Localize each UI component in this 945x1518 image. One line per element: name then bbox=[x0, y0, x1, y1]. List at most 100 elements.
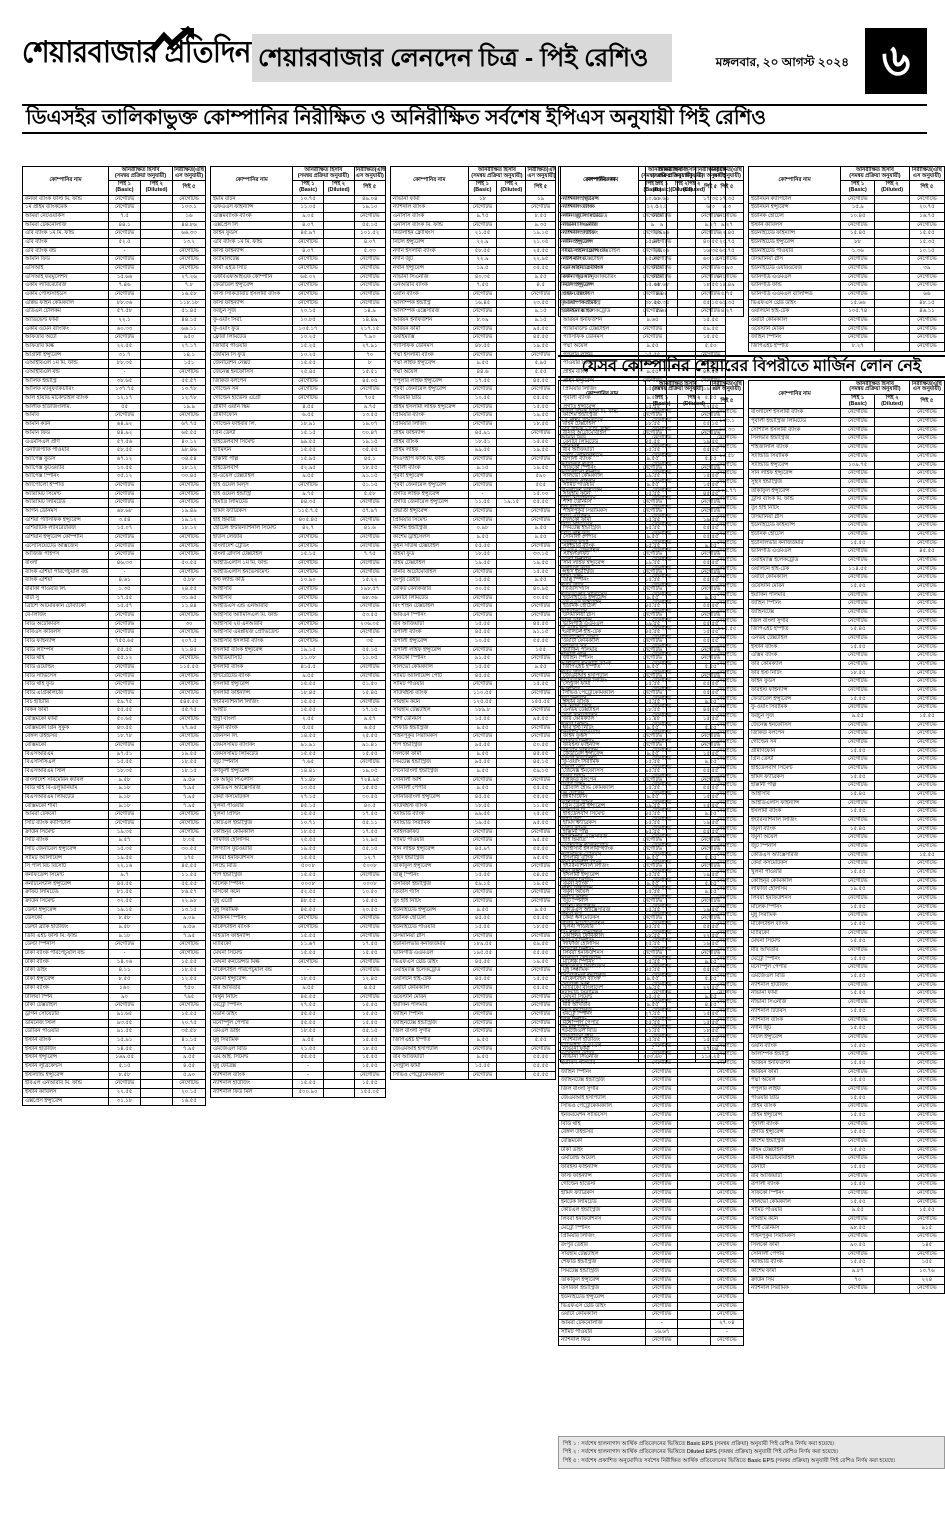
cell-company-name: গোল্ডেন সন bbox=[209, 385, 294, 396]
table-row: জেনসন লি. ১৪.৫৫ ২৫.৫৫ bbox=[209, 732, 386, 742]
cell-pe1-basic: নেগেটিভ bbox=[644, 512, 679, 523]
right-top-tables: কোম্পানির নাম অনিরীক্ষিত হিসাব (সমন্বয় প্… bbox=[558, 165, 945, 352]
cell-pe5-audited: নেগেটিভ bbox=[908, 642, 945, 653]
cell-company-name: সালভো কেমিক্যাল bbox=[747, 1197, 842, 1208]
cell-pe5-audited: নেগেটিভ bbox=[908, 764, 945, 774]
table-row: জেমিনি সি ফুড ১০.২৫ ৭০ bbox=[209, 350, 386, 361]
cell-pe5-audited: ৯.৫৫ bbox=[525, 524, 556, 534]
cell-company-name: সোনালী পেপার bbox=[390, 784, 469, 795]
table-row: অ্যাডভেন্ট ফার্মা ২২.১ ৪৪.১৫ bbox=[22, 316, 206, 326]
cell-pe2-diluted bbox=[677, 807, 711, 818]
cell-pe2-diluted bbox=[322, 879, 355, 890]
cell-company-name: রংপুর ডেইরি bbox=[390, 576, 469, 586]
cell-pe5-audited: ১২.৭৮ bbox=[172, 394, 206, 404]
table-row: মার্কেন্টাইল ব্যাংক নেগেটিভ নেগেটিভ bbox=[209, 923, 386, 933]
cell-pe2-diluted bbox=[677, 790, 711, 800]
cell-pe2-diluted bbox=[322, 966, 355, 977]
table-row: আইসিবি ১৫.৪৫ নেগেটিভ bbox=[747, 790, 945, 800]
cell-pe2-diluted bbox=[874, 642, 910, 653]
cell-pe1-basic: ৮.৫৮ bbox=[107, 914, 142, 925]
cell-company-name: জিকিউ বলপেন bbox=[747, 729, 842, 739]
cell-pe2-diluted bbox=[677, 307, 711, 318]
cell-pe5-audited: নেগেটিভ bbox=[709, 712, 745, 722]
cell-company-name: বাংলাদেশ সাবমেরিন ক্যাবল bbox=[22, 775, 109, 786]
cell-pe1-basic: ৪৫.৫৫ bbox=[467, 975, 498, 985]
cell-pe5-audited: নেগেটিভ bbox=[709, 1145, 745, 1156]
cell-pe5-audited: ৫৫.৫৫ bbox=[525, 636, 556, 647]
cell-company-name: বেঙ্গল উইন্ডসর bbox=[558, 1128, 646, 1138]
cell-pe5-audited: নেগেটিভ bbox=[709, 824, 745, 835]
cell-pe2-diluted bbox=[140, 983, 174, 994]
cell-pe5-audited: নেগেটিভ bbox=[908, 477, 945, 488]
cell-pe5-audited: নেগেটিভ bbox=[353, 498, 386, 508]
cell-pe2-diluted bbox=[496, 628, 527, 638]
table-row: মেট্রো স্পিনিং নেগেটিভ নেগেটিভ bbox=[558, 1223, 745, 1234]
cell-pe2-diluted bbox=[496, 853, 527, 864]
cell-pe5-audited: নেগেটিভ bbox=[709, 1275, 745, 1286]
cell-pe2-diluted bbox=[874, 220, 910, 231]
table-row: এমজেএল বিডি ২১.৫৫ ১৮.৫৫ bbox=[209, 1044, 386, 1055]
cell-pe2-diluted bbox=[874, 555, 910, 566]
cell-pe5-audited: নেগেটিভ bbox=[353, 558, 386, 569]
cell-pe2-diluted bbox=[677, 1275, 711, 1286]
cell-pe1-basic: ১৫.৫৫ bbox=[292, 1079, 324, 1089]
table-row: বিডি থাই নেগেটিভ নেগেটিভ bbox=[558, 1119, 745, 1130]
table-row: ন্যাশনাল ইন্স্যুরেন্স ১০.৬১ ১৭.৩৫ bbox=[558, 194, 745, 205]
cell-pe2-diluted bbox=[322, 957, 355, 968]
cell-pe1-basic: ৬০.৩৩ bbox=[107, 324, 142, 335]
table-row: এমএল ডাইং ১৮.৫৫ ৫৫.১৫ bbox=[209, 1027, 386, 1037]
cell-pe1-basic: নেগেটিভ bbox=[840, 755, 876, 765]
cell-company-name: প্রিমিয়ার ব্যাংক bbox=[390, 411, 469, 422]
cell-company-name: রূপালী লাইফ ইন্স্যুরেন্স bbox=[390, 645, 469, 656]
cell-pe1-basic: নেগেটিভ bbox=[467, 983, 498, 994]
cell-company-name: আইসিবি bbox=[209, 593, 294, 604]
cell-pe2-diluted bbox=[874, 729, 910, 739]
cell-pe5-audited: ২০.৭৫ bbox=[908, 203, 945, 214]
cell-pe1-basic: ৮.২৭ bbox=[840, 342, 876, 352]
table-row: ভিএফএস থ্রেড ডাইং ১৫.৬৬ ৪৮.১৫ bbox=[747, 298, 945, 309]
table-row: প্রিমিয়ার লিজিং নেগেটিভ নেগেটিভ bbox=[558, 1232, 745, 1242]
cell-pe2-diluted bbox=[496, 428, 527, 439]
header-pe2: পিই ২ (Diluted) bbox=[677, 180, 711, 196]
table-row: রেনাটা লিমিটেড নেগেটিভ ৩০.৫৫ bbox=[390, 593, 556, 604]
cell-pe2-diluted bbox=[140, 853, 174, 864]
cell-company-name: আফতাব অটো bbox=[22, 333, 109, 344]
table-row: নাভানা সিএনজি ৪০.৩৫ ৯.৫৫ bbox=[390, 272, 556, 283]
cell-pe1-basic: ১১.০৮ bbox=[292, 654, 324, 664]
cell-company-name: দুলামিয়া কটন bbox=[558, 564, 646, 575]
cell-pe2-diluted bbox=[677, 1136, 711, 1147]
cell-pe5-audited: ৫৫.৫৫ bbox=[525, 914, 556, 925]
table-row: ইনটেক লিমিটেড নেগেটিভ নেগেটিভ bbox=[558, 1197, 745, 1208]
cell-pe5-audited: নেগেটিভ bbox=[908, 443, 945, 453]
table-row: অ্যাপেক্স ফুটওয়্যার ১০.৫৫ ১৮.১২ bbox=[22, 463, 206, 474]
cell-company-name: আইডিএস এন্ড এনআরবি bbox=[209, 602, 294, 612]
table-row: দুলামিয়া কটন নেগেটিভ নেগেটিভ bbox=[558, 564, 745, 575]
cell-pe5-audited: নেগেটিভ bbox=[353, 567, 386, 578]
cell-company-name: অ্যারামিট সিমেন্ট bbox=[22, 489, 109, 500]
cell-pe5-audited: নেগেটিভ bbox=[525, 827, 556, 838]
cell-company-name: আইসিবি ২য় এনআরবি bbox=[209, 619, 294, 630]
cell-company-name: মেঘনা কনডেন্সড bbox=[558, 755, 646, 765]
table-row: বিচ হ্যাচারি নেগেটিভ নেগেটিভ bbox=[558, 503, 745, 514]
table-row: ন্যাশনাল সিরামিক নেগেটিভ নেগেটিভ bbox=[747, 1284, 945, 1294]
cell-pe5-audited: ১৭.৫৫ bbox=[353, 810, 386, 821]
cell-pe5-audited: নেগেটিভ bbox=[709, 764, 745, 774]
cell-pe2-diluted bbox=[677, 255, 711, 266]
cell-pe5-audited: নেগেটিভ bbox=[908, 633, 945, 644]
cell-company-name: বিডি ল্যাম্পস bbox=[22, 645, 109, 656]
cell-pe1-basic: নেগেটিভ bbox=[644, 1171, 679, 1182]
cell-pe2-diluted bbox=[322, 194, 355, 205]
table-row: আলীফ হাউজিংলিমি. ৫৫ ১৯.৯ bbox=[22, 402, 206, 413]
header-audited-group: নিরীক্ষিত(এছি এস অনুযায়ী) bbox=[172, 165, 206, 182]
table-row: ইস্টার্ন হাউজিং ১৪.৫৫ ৭.৯৫ bbox=[22, 1044, 206, 1055]
cell-pe1-basic: ১৮.৫৫ bbox=[467, 801, 498, 812]
cell-pe1-basic: নেগেটিভ bbox=[107, 489, 142, 500]
cell-company-name: মেট্রো স্পিনিং bbox=[209, 1001, 294, 1011]
cell-company-name: জিল বাংলা সুগার bbox=[390, 1027, 469, 1037]
cell-pe2-diluted bbox=[874, 824, 910, 835]
cell-company-name: রূপালী ইন্স্যুরেন্স bbox=[390, 636, 469, 647]
table-row: তিতাস গ্যাস নেগেটিভ নেগেটিভ bbox=[390, 888, 556, 899]
cell-company-name: লাফার্জ হোলসিম bbox=[209, 836, 294, 847]
table-row: নাভানা ফার্মা ১৮ ১৯ bbox=[390, 194, 556, 205]
cell-pe2-diluted bbox=[496, 385, 527, 396]
